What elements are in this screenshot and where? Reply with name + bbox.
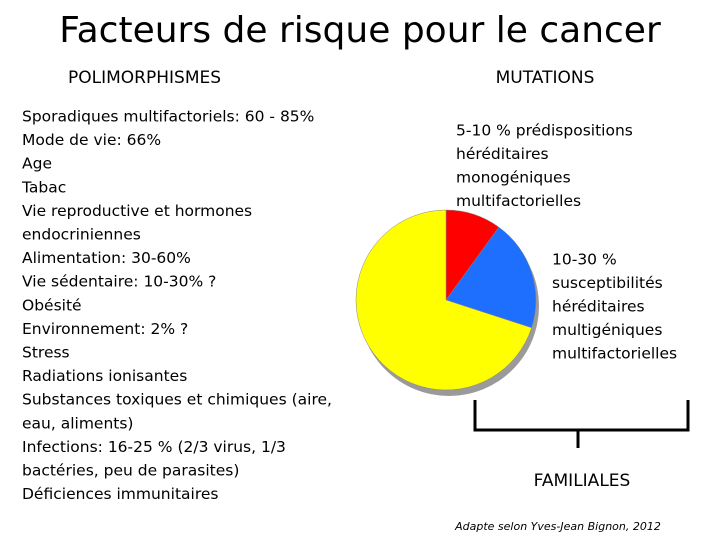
risk-line: Tabac [21,178,66,196]
multi-line: multigéniques [552,321,662,339]
bracket [473,400,690,448]
credit: Adapte selon Yves-Jean Bignon, 2012 [454,520,661,533]
risk-line: Radiations ionisantes [22,367,187,385]
right-heading: MUTATIONS [496,68,595,88]
risk-line: Infections: 16-25 % (2/3 virus, 1/3 [22,438,286,456]
multi-line: susceptibilités [552,274,663,292]
multi-line: multifactorielles [552,345,677,363]
bracket-line [473,400,690,432]
pie-slice [355,209,532,391]
risk-line: Vie reproductive et hormones [22,202,252,220]
mono-line: 5-10 % prédispositions [456,122,633,140]
risk-line: Age [22,155,52,173]
pie-slice [445,226,537,329]
mono-line: multifactorielles [456,192,581,210]
risk-line: Déficiences immunitaires [22,485,218,503]
multi-line: 10-30 % [552,251,617,269]
risk-line: eau, aliments) [22,414,133,432]
familiales: FAMILIALES [534,471,631,491]
risk-line: Vie sédentaire: 10-30% ? [22,273,216,291]
risk-line: Alimentation: 30-60% [22,249,191,267]
risk-line: bactéries, peu de parasites) [22,462,239,480]
risk-line: Sporadiques multifactoriels: 60 - 85% [22,108,314,126]
mono-line: héréditaires [456,145,549,163]
multi-line: héréditaires [552,298,645,316]
risk-line: Obésité [22,296,82,314]
risk-line: Mode de vie: 66% [22,131,161,149]
title: Facteurs de risque pour le cancer [59,10,661,51]
risk-line: Environnement: 2% ? [22,320,188,338]
risk-line: Stress [22,344,70,362]
risk-line: Substances toxiques et chimiques (aire, [22,391,332,409]
risk-line: endocriniennes [22,226,141,244]
mono-line: monogéniques [456,169,571,187]
left-heading: POLIMORPHISMES [68,68,221,88]
